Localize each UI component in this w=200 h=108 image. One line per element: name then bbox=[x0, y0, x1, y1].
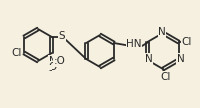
Text: HN: HN bbox=[126, 39, 142, 49]
Text: Cl: Cl bbox=[181, 37, 192, 47]
Text: -: - bbox=[48, 65, 52, 75]
Text: S: S bbox=[59, 31, 65, 41]
Text: O: O bbox=[49, 62, 57, 72]
Text: N: N bbox=[145, 54, 152, 64]
Text: N: N bbox=[49, 56, 57, 66]
Text: +: + bbox=[55, 56, 61, 65]
Text: N: N bbox=[158, 27, 166, 37]
Text: Cl: Cl bbox=[161, 72, 171, 82]
Text: :O: :O bbox=[54, 56, 66, 66]
Text: Cl: Cl bbox=[11, 48, 21, 58]
Text: N: N bbox=[177, 54, 184, 64]
